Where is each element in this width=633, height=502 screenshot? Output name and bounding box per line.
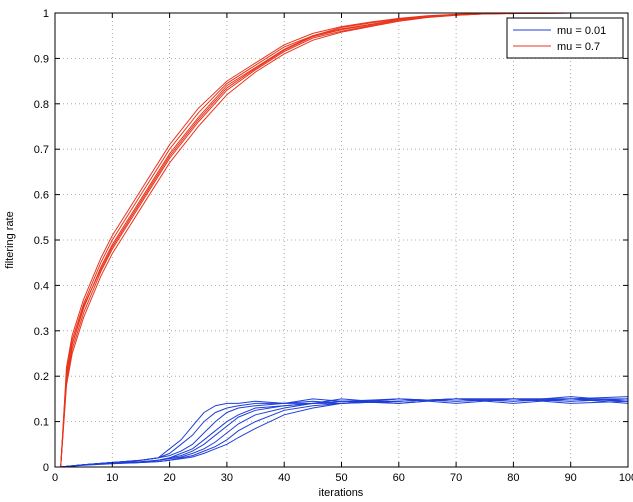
x-tick-label: 90 <box>565 472 577 484</box>
x-axis-label: iterations <box>319 487 364 499</box>
series-group <box>60 396 629 468</box>
x-tick-label: 40 <box>278 472 290 484</box>
legend: mu = 0.01 mu = 0.7 <box>506 17 624 59</box>
legend-box <box>506 17 624 59</box>
series-line <box>60 398 629 468</box>
series-line <box>60 398 629 468</box>
y-tick-label: 0.8 <box>34 99 49 111</box>
y-tick-label: 0.1 <box>34 417 49 429</box>
y-tick-label: 0.2 <box>34 371 49 383</box>
y-tick-label: 0.3 <box>34 326 49 338</box>
x-tick-label: 20 <box>163 472 175 484</box>
series-lines <box>60 12 629 468</box>
x-tick-label: 60 <box>393 472 405 484</box>
x-tick-label: 70 <box>450 472 462 484</box>
x-tick-label: 10 <box>106 472 118 484</box>
y-tick-label: 0.6 <box>34 190 49 202</box>
series-group <box>60 12 628 468</box>
y-tick-label: 0.4 <box>34 280 49 292</box>
y-tick-label: 1 <box>43 8 49 20</box>
x-tick-label: 80 <box>507 472 519 484</box>
series-line <box>60 398 629 468</box>
x-tick-label: 100 <box>619 472 633 484</box>
y-axis-label: filtering rate <box>4 211 16 268</box>
legend-label: mu = 0.7 <box>557 41 600 53</box>
y-tick-label: 0.7 <box>34 144 49 156</box>
series-line <box>60 396 629 468</box>
series-line <box>60 396 629 468</box>
legend-label: mu = 0.01 <box>557 25 606 37</box>
series-line <box>60 398 629 468</box>
series-line <box>60 398 629 468</box>
y-tick-label: 0.9 <box>34 53 49 65</box>
y-tick-label: 0.5 <box>34 235 49 247</box>
y-tick-label: 0 <box>43 462 49 474</box>
x-tick-label: 0 <box>52 472 58 484</box>
tick-labels: 0 10 20 30 40 50 60 70 80 90 100 0 0.1 0.2 0.3 0.4 0.5 0.… <box>34 8 633 484</box>
series-line <box>60 398 628 468</box>
x-tick-label: 30 <box>221 472 233 484</box>
x-tick-label: 50 <box>335 472 347 484</box>
series-line <box>60 12 628 468</box>
